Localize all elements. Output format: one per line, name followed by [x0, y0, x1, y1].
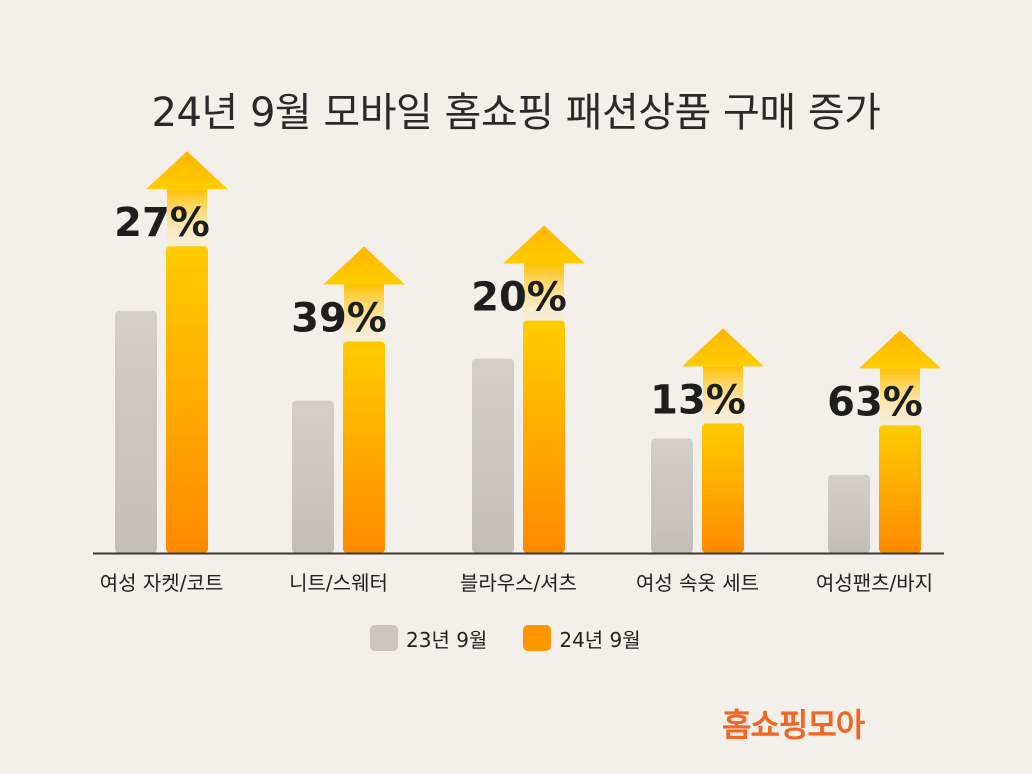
legend-item-2024: 24년 9월	[523, 624, 641, 653]
increase-arrows	[146, 151, 941, 430]
legend-swatch-2024	[523, 625, 552, 651]
chart-title: 24년 9월 모바일 홈쇼핑 패션상품 구매 증가	[151, 90, 881, 136]
bar-2024	[879, 425, 921, 553]
legend-item-2023: 23년 9월	[370, 624, 487, 653]
increase-arrow-head	[682, 328, 764, 367]
increase-arrow-shaft	[344, 284, 384, 346]
increase-arrow-shaft	[880, 368, 920, 430]
labels: 27% 여성 자켓/코트 39% 니트/스웨터 20% 블라우스/셔츠 13% 여성 속옷 세…	[100, 200, 933, 595]
increase-arrow-head	[859, 330, 941, 369]
increase-arrow-head	[503, 225, 585, 264]
brand-logo: 홈쇼핑모아	[722, 706, 865, 744]
increase-arrow-shaft	[524, 263, 564, 325]
legend-label-2023: 23년 9월	[406, 627, 488, 652]
legend-swatch-2023	[370, 625, 398, 651]
bar-2024	[702, 423, 744, 553]
category-label: 여성 속옷 세트	[636, 571, 759, 595]
increase-arrow-shaft	[167, 189, 207, 251]
bar-2023	[292, 400, 334, 553]
legend: 23년 9월 24년 9월	[370, 624, 641, 652]
category-label: 블라우스/셔츠	[460, 571, 577, 595]
increase-arrow-shaft	[703, 366, 743, 428]
increase-arrow-head	[146, 151, 228, 190]
bar-2024	[166, 246, 208, 553]
legend-label-2024: 24년 9월	[559, 627, 641, 652]
increase-percent-label: 63%	[827, 379, 923, 425]
bar-2023	[828, 474, 870, 553]
bar-2023	[472, 358, 514, 553]
increase-percent-label: 13%	[650, 377, 746, 423]
increase-percent-label: 39%	[291, 295, 387, 341]
increase-arrow-head	[323, 246, 405, 285]
increase-percent-label: 20%	[471, 275, 567, 321]
category-label: 여성 자켓/코트	[100, 571, 224, 595]
bar-2024	[523, 320, 565, 553]
bar-2023	[651, 438, 693, 553]
category-label: 니트/스웨터	[289, 571, 388, 595]
increase-percent-label: 27%	[114, 200, 210, 246]
bars	[115, 246, 921, 553]
category-label: 여성팬츠/바지	[816, 571, 933, 595]
bar-2024	[343, 341, 385, 553]
bar-2023	[115, 310, 157, 553]
